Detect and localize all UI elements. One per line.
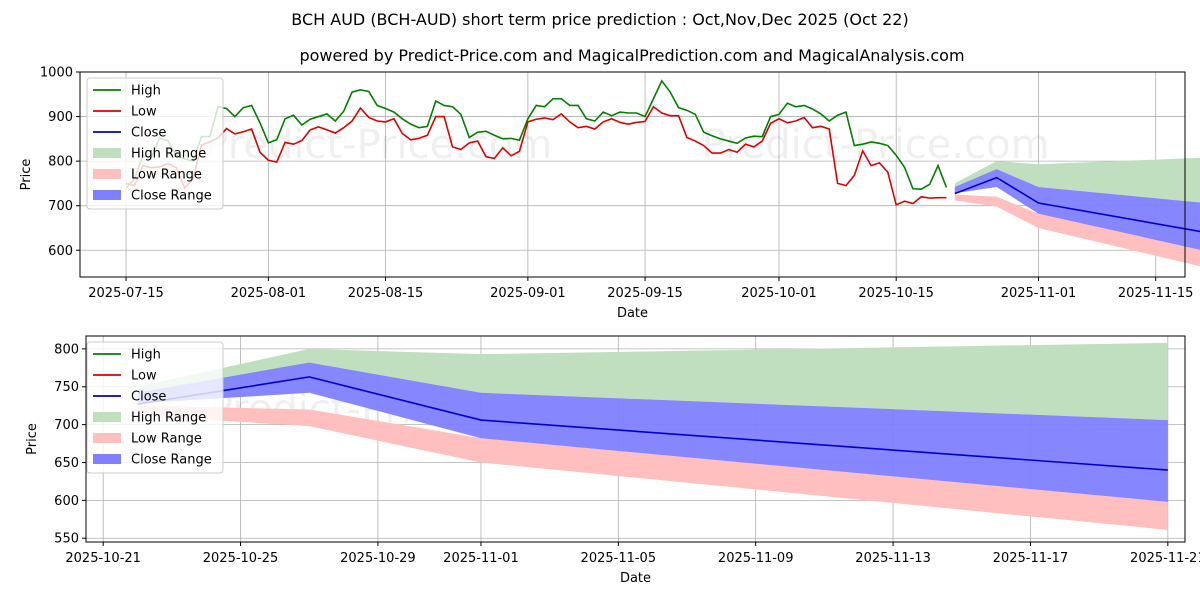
x-tick-label: 2025-10-29 bbox=[340, 551, 416, 566]
high-range-band bbox=[137, 342, 1168, 421]
y-tick-label: 600 bbox=[54, 494, 79, 509]
legend-swatch-patch bbox=[93, 433, 121, 443]
legend-label: Low bbox=[131, 105, 157, 120]
legend-swatch-patch bbox=[93, 190, 121, 200]
x-tick-label: 2025-11-15 bbox=[1118, 286, 1194, 301]
chart-subtitle: powered by Predict-Price.com and Magical… bbox=[299, 46, 964, 65]
top-panel: Predict-Price.com Predict-Price.com600700… bbox=[19, 66, 1200, 321]
close-series-line bbox=[954, 176, 1200, 233]
x-tick-label: 2025-10-21 bbox=[65, 551, 141, 566]
legend: High Low Close High Range Low Range Close Ran… bbox=[86, 77, 224, 210]
legend-label: Low Range bbox=[131, 432, 202, 447]
x-tick-label: 2025-11-01 bbox=[443, 551, 519, 566]
legend-item-low-range: Low Range bbox=[93, 168, 202, 183]
high-range-band bbox=[954, 157, 1200, 203]
legend-label: High bbox=[131, 84, 161, 99]
legend-swatch-patch bbox=[93, 454, 121, 464]
low-series-line bbox=[125, 105, 947, 206]
legend-item-low-range: Low Range bbox=[93, 432, 202, 447]
x-axis-label: Date bbox=[620, 571, 651, 586]
legend-label: High Range bbox=[131, 147, 206, 162]
x-tick-label: 2025-11-01 bbox=[1001, 286, 1077, 301]
bottom-panel: Predict-Price.comPredict-Price.com550600… bbox=[25, 335, 1200, 586]
x-tick-label: 2025-11-21 bbox=[1130, 551, 1200, 566]
high-series-line bbox=[125, 79, 948, 191]
legend-item-close: Close bbox=[93, 390, 166, 405]
chart-title: BCH AUD (BCH-AUD) short term price predi… bbox=[291, 10, 908, 29]
legend-label: Low bbox=[131, 369, 157, 384]
low-range-band bbox=[137, 405, 1168, 530]
x-axis-label: Date bbox=[617, 306, 648, 321]
low-range-band bbox=[954, 194, 1200, 267]
y-tick-label: 1000 bbox=[40, 66, 73, 81]
legend-swatch-patch bbox=[93, 148, 121, 158]
legend-item-low: Low bbox=[93, 369, 157, 384]
x-tick-label: 2025-07-15 bbox=[88, 286, 164, 301]
legend-item-high-range: High Range bbox=[93, 411, 206, 426]
legend-label: Close Range bbox=[131, 189, 212, 204]
legend-swatch-patch bbox=[93, 169, 121, 179]
y-tick-label: 550 bbox=[54, 532, 79, 547]
y-axis-label: Price bbox=[25, 423, 40, 455]
y-tick-label: 700 bbox=[54, 418, 79, 433]
y-axis-label: Price bbox=[19, 159, 34, 191]
watermark-text: Predict-Price.com bbox=[702, 122, 1050, 168]
legend-item-close: Close bbox=[93, 126, 166, 141]
legend-label: Close Range bbox=[131, 453, 212, 468]
x-tick-label: 2025-11-05 bbox=[581, 551, 657, 566]
legend-item-close-range: Close Range bbox=[93, 189, 212, 204]
x-tick-label: 2025-10-25 bbox=[203, 551, 279, 566]
x-tick-label: 2025-10-15 bbox=[858, 286, 934, 301]
legend-item-high-range: High Range bbox=[93, 147, 206, 162]
legend-item-high: High bbox=[93, 84, 161, 99]
y-tick-label: 800 bbox=[48, 155, 73, 170]
x-tick-label: 2025-09-15 bbox=[607, 286, 683, 301]
legend-label: High bbox=[131, 348, 161, 363]
x-tick-label: 2025-09-01 bbox=[490, 286, 566, 301]
x-tick-label: 2025-08-15 bbox=[348, 286, 424, 301]
y-tick-label: 700 bbox=[48, 199, 73, 214]
plot-frame bbox=[85, 335, 1186, 543]
legend-label: Low Range bbox=[131, 168, 202, 183]
y-tick-label: 650 bbox=[54, 456, 79, 471]
legend-swatch-patch bbox=[93, 412, 121, 422]
y-tick-label: 750 bbox=[54, 380, 79, 395]
legend-item-low: Low bbox=[93, 105, 157, 120]
x-tick-label: 2025-11-13 bbox=[855, 551, 931, 566]
x-tick-label: 2025-08-01 bbox=[231, 286, 307, 301]
legend-label: High Range bbox=[131, 411, 206, 426]
x-tick-label: 2025-11-09 bbox=[718, 551, 794, 566]
plot-frame bbox=[79, 71, 1186, 278]
y-tick-label: 600 bbox=[48, 244, 73, 259]
legend-label: Close bbox=[131, 126, 166, 141]
legend-label: Close bbox=[131, 390, 166, 405]
y-tick-label: 900 bbox=[48, 110, 73, 125]
x-tick-label: 2025-11-17 bbox=[993, 551, 1069, 566]
legend-item-close-range: Close Range bbox=[93, 453, 212, 468]
x-tick-label: 2025-10-01 bbox=[741, 286, 817, 301]
y-tick-label: 800 bbox=[54, 342, 79, 357]
legend-item-high: High bbox=[93, 348, 161, 363]
legend: High Low Close High Range Low Range Close Ran… bbox=[86, 341, 224, 474]
